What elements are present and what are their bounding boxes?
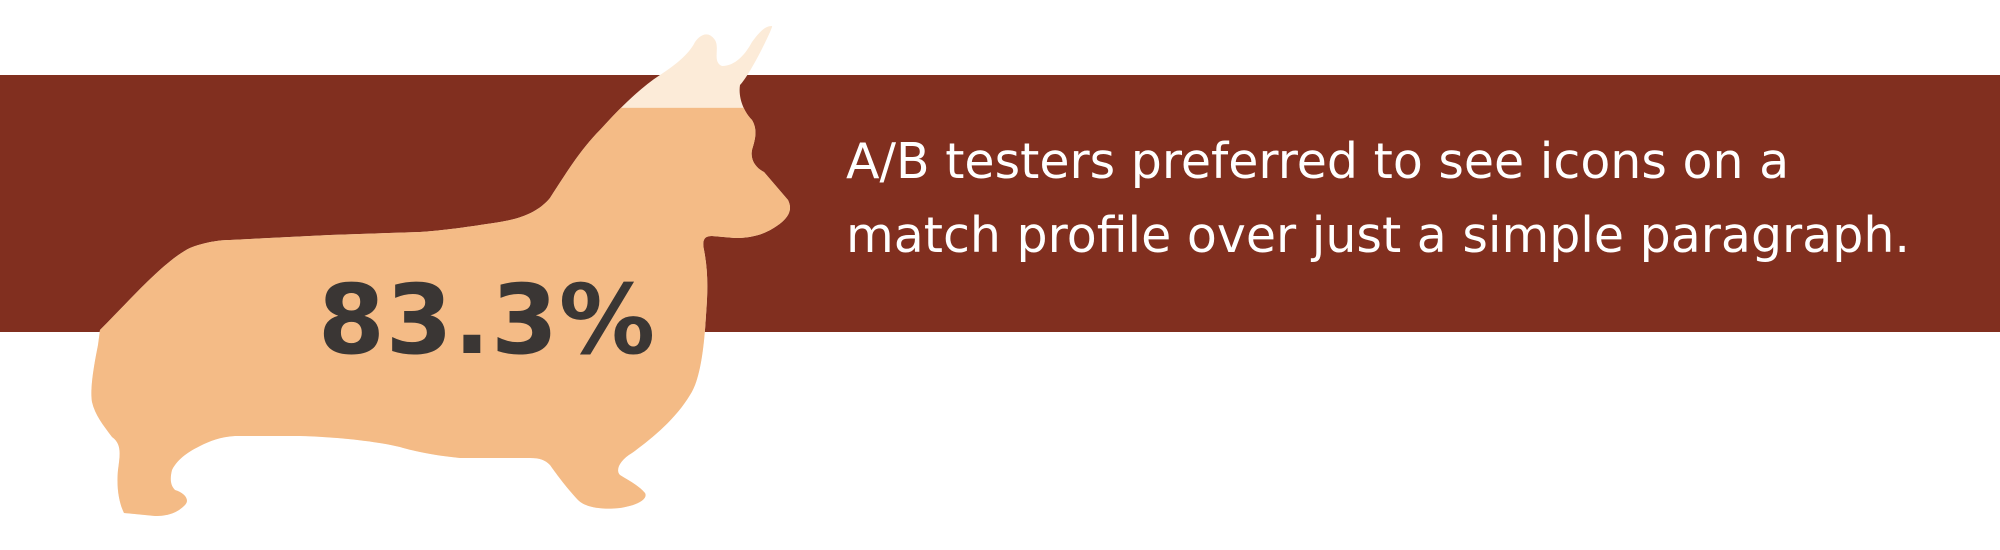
percentage-stat: 83.3% (318, 264, 657, 376)
caption-text: A/B testers preferred to see icons on a … (846, 133, 1910, 264)
